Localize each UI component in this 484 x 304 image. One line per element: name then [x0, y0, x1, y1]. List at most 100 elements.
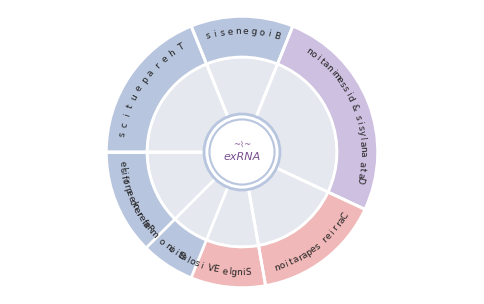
- Text: e: e: [227, 27, 234, 36]
- Text: i: i: [343, 90, 352, 97]
- Text: i: i: [119, 171, 128, 175]
- Wedge shape: [147, 152, 219, 219]
- Text: p: p: [122, 186, 133, 194]
- Wedge shape: [147, 152, 230, 240]
- Text: o: o: [258, 28, 265, 38]
- Text: a: a: [320, 59, 331, 70]
- Text: l: l: [227, 268, 231, 277]
- Text: e: e: [123, 189, 134, 197]
- Text: n: n: [324, 63, 334, 74]
- Wedge shape: [106, 26, 207, 152]
- Text: a: a: [358, 151, 367, 157]
- Wedge shape: [106, 152, 175, 248]
- Text: l: l: [357, 136, 366, 140]
- Text: h: h: [167, 48, 178, 59]
- Text: a: a: [357, 161, 367, 168]
- Text: n: n: [163, 242, 172, 252]
- Text: e: e: [243, 27, 249, 36]
- Text: i: i: [328, 68, 337, 76]
- Text: s: s: [355, 125, 365, 131]
- Text: e: e: [334, 75, 345, 85]
- Text: r: r: [134, 211, 144, 218]
- Text: p: p: [304, 247, 314, 257]
- Text: g: g: [250, 27, 257, 36]
- Text: m: m: [330, 70, 342, 82]
- Text: e: e: [160, 54, 170, 64]
- Text: t: t: [176, 250, 183, 260]
- Text: u: u: [129, 92, 140, 102]
- Text: s: s: [337, 80, 347, 89]
- Text: e: e: [221, 267, 228, 276]
- Text: n: n: [304, 46, 314, 57]
- Text: a: a: [336, 215, 347, 225]
- Wedge shape: [191, 16, 293, 64]
- Circle shape: [210, 119, 274, 185]
- Text: r: r: [331, 224, 340, 233]
- Text: V: V: [206, 263, 214, 274]
- Text: r: r: [120, 179, 130, 185]
- Text: i: i: [284, 260, 289, 269]
- Text: R: R: [143, 223, 154, 234]
- Wedge shape: [106, 152, 207, 278]
- Text: t: t: [125, 102, 135, 109]
- Text: d: d: [345, 94, 355, 103]
- Text: s: s: [118, 167, 127, 173]
- Text: e: e: [125, 194, 136, 202]
- Text: e: e: [117, 161, 127, 167]
- Text: r: r: [121, 183, 131, 189]
- Text: C: C: [339, 211, 350, 221]
- Text: n: n: [236, 268, 242, 277]
- Text: s: s: [193, 259, 200, 269]
- Circle shape: [204, 114, 280, 190]
- Text: e: e: [308, 244, 318, 255]
- Text: c: c: [127, 198, 137, 206]
- Text: a: a: [300, 250, 310, 260]
- Text: D: D: [354, 175, 364, 184]
- Text: B: B: [176, 250, 186, 261]
- Text: i: i: [167, 245, 174, 254]
- Text: S: S: [245, 268, 252, 277]
- Text: t: t: [317, 57, 326, 66]
- Text: i: i: [314, 53, 321, 62]
- Text: t: t: [288, 257, 295, 267]
- Text: e: e: [136, 213, 146, 223]
- Text: i: i: [213, 29, 217, 39]
- Text: k: k: [128, 200, 138, 208]
- Text: s: s: [353, 114, 363, 121]
- Text: r: r: [334, 220, 344, 228]
- Text: o: o: [188, 257, 197, 267]
- Text: s: s: [204, 31, 211, 41]
- Text: o: o: [156, 237, 166, 247]
- Text: p: p: [139, 75, 150, 85]
- Text: y: y: [356, 130, 366, 136]
- Text: o: o: [120, 178, 130, 185]
- Text: a: a: [356, 171, 365, 178]
- Text: r: r: [321, 235, 330, 244]
- Text: i: i: [267, 29, 271, 39]
- Text: s: s: [220, 28, 226, 38]
- Text: e: e: [324, 231, 334, 241]
- Wedge shape: [147, 64, 230, 152]
- Text: g: g: [231, 268, 237, 277]
- Text: exRNA: exRNA: [224, 152, 260, 162]
- Text: l: l: [118, 166, 127, 170]
- Text: r: r: [153, 61, 162, 70]
- Text: o: o: [308, 49, 318, 60]
- Text: i: i: [354, 120, 364, 125]
- Text: s: s: [118, 131, 127, 137]
- Wedge shape: [277, 26, 378, 209]
- Text: a: a: [358, 140, 367, 147]
- Text: l: l: [184, 255, 191, 264]
- Wedge shape: [254, 64, 337, 192]
- Text: i: i: [172, 248, 179, 257]
- Text: n: n: [358, 146, 367, 152]
- Wedge shape: [146, 219, 266, 288]
- Text: i: i: [328, 228, 336, 236]
- Text: E: E: [211, 265, 219, 275]
- Text: e: e: [134, 84, 145, 93]
- Text: s: s: [340, 85, 350, 93]
- Text: o: o: [166, 245, 176, 255]
- Text: B: B: [272, 31, 281, 41]
- Text: a: a: [291, 255, 301, 265]
- Text: t: t: [357, 167, 366, 172]
